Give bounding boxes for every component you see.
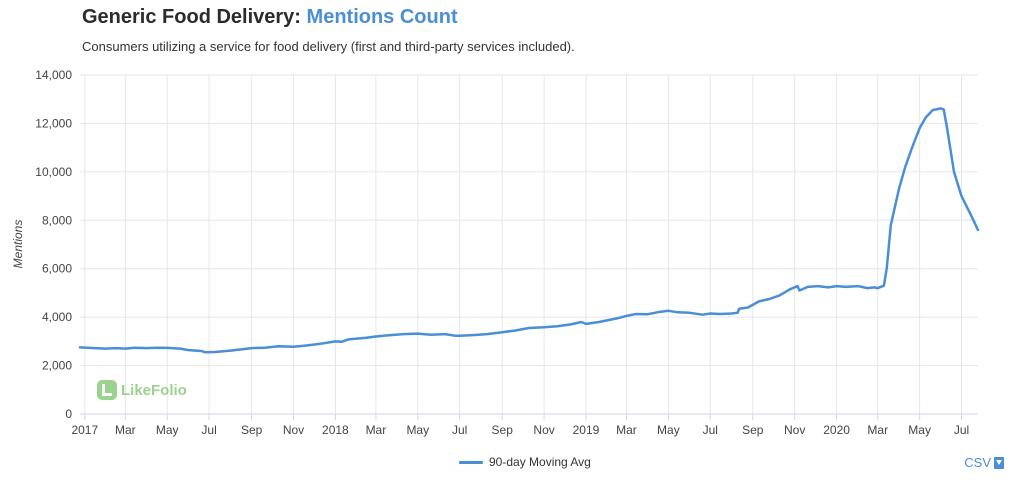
- x-tick-label: Nov: [283, 423, 304, 437]
- x-tick-label: Jul: [954, 423, 969, 437]
- y-tick-label: 14,000: [35, 68, 72, 82]
- y-tick-label: 0: [65, 407, 72, 421]
- chart-title: Generic Food Delivery: Mentions Count: [82, 6, 458, 29]
- legend-swatch: [459, 460, 483, 464]
- x-tick-label: May: [657, 423, 680, 437]
- x-tick-label: May: [406, 423, 429, 437]
- x-tick-label: Mar: [366, 423, 387, 437]
- likefolio-logo-icon: [97, 380, 117, 400]
- legend[interactable]: 90-day Moving Avg: [459, 455, 591, 469]
- series-layer[interactable]: [78, 107, 980, 354]
- x-tick-label: Jul: [201, 423, 216, 437]
- grid-layer: [80, 74, 978, 415]
- chart-title-main: Generic Food Delivery:: [82, 6, 301, 28]
- x-tick-label: Mar: [115, 423, 136, 437]
- likefolio-logo: LikeFolio: [97, 380, 187, 400]
- y-tick-label: 10,000: [35, 165, 72, 179]
- x-tick-label: Mar: [616, 423, 637, 437]
- download-icon: [994, 456, 1004, 469]
- legend-label: 90-day Moving Avg: [489, 455, 591, 469]
- y-tick-label: 6,000: [42, 262, 72, 276]
- x-tick-label: 2018: [322, 423, 349, 437]
- x-tick-label: Sep: [492, 423, 514, 437]
- x-tick-label: 2017: [71, 423, 98, 437]
- logo-text: LikeFolio: [121, 381, 187, 399]
- x-tick-label: Nov: [784, 423, 805, 437]
- x-tick-label: May: [156, 423, 179, 437]
- y-tick-label: 12,000: [35, 116, 72, 130]
- y-tick-label: 2,000: [42, 359, 72, 373]
- x-tick-label: Sep: [742, 423, 764, 437]
- x-tick-label: Mar: [867, 423, 888, 437]
- csv-label: CSV: [964, 455, 991, 470]
- x-tick-label: Nov: [533, 423, 554, 437]
- csv-download-button[interactable]: CSV: [964, 455, 1004, 470]
- x-tick-label: Jul: [452, 423, 467, 437]
- axis-layer: 2017 Mar May Jul Sep Nov 2018 Mar May Jul Sep Nov 20…: [35, 68, 969, 437]
- series-line-0[interactable]: [78, 107, 980, 354]
- y-axis-label: Mentions: [11, 220, 25, 269]
- chart-title-accent: Mentions Count: [306, 6, 458, 28]
- y-tick-label: 8,000: [42, 213, 72, 227]
- chart-subtitle: Consumers utilizing a service for food d…: [82, 39, 575, 54]
- x-tick-label: May: [908, 423, 931, 437]
- x-tick-label: 2019: [573, 423, 600, 437]
- x-tick-label: Sep: [241, 423, 263, 437]
- x-tick-label: Jul: [703, 423, 718, 437]
- y-tick-label: 4,000: [42, 310, 72, 324]
- x-tick-label: 2020: [823, 423, 850, 437]
